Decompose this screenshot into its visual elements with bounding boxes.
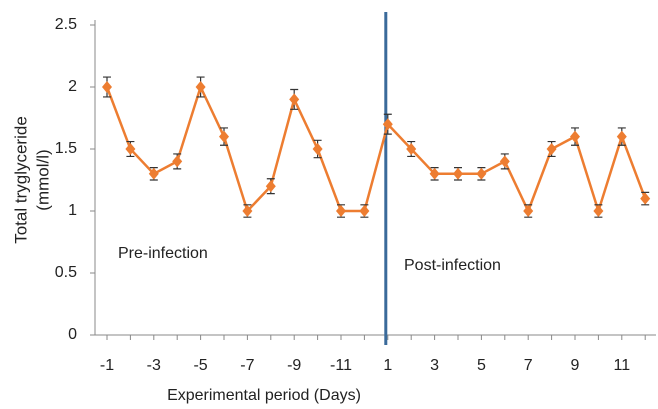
x-tick-label: -1 [100, 357, 114, 374]
x-tick-label: -11 [330, 357, 352, 374]
x-tick-label: -7 [240, 357, 254, 374]
y-tick-label: 2.5 [55, 16, 77, 33]
y-axis-label: (mmol/l) [33, 149, 52, 210]
marker [289, 93, 300, 106]
y-axis-label: Total tryglyceride [11, 116, 30, 244]
marker [265, 180, 276, 193]
x-tick-label: 7 [524, 357, 533, 374]
y-tick-label: 0.5 [55, 264, 77, 281]
y-tick-label: 1 [68, 202, 77, 219]
series-line [105, 83, 647, 216]
marker [640, 192, 651, 205]
x-tick-label: 11 [613, 357, 630, 374]
marker [312, 143, 323, 155]
marker [336, 205, 346, 217]
x-tick-label: 5 [477, 357, 486, 374]
marker [102, 81, 112, 93]
x-tick-label: 1 [383, 357, 392, 374]
y-tick-label: 2 [68, 78, 77, 95]
x-tick-label: 9 [571, 357, 580, 374]
marker [125, 143, 136, 155]
marker [406, 143, 417, 155]
marker [242, 205, 253, 217]
marker [523, 205, 534, 217]
annotation: Post-infection [404, 257, 501, 274]
y-tick-label: 0 [68, 326, 77, 343]
x-tick-label: -9 [287, 357, 301, 374]
marker [172, 155, 183, 168]
marker [429, 167, 440, 180]
marker [359, 205, 370, 217]
marker [453, 167, 463, 180]
marker [476, 167, 487, 180]
marker [546, 143, 557, 155]
marker [195, 81, 206, 93]
x-tick-label: 3 [430, 357, 439, 374]
marker [499, 155, 510, 168]
x-axis-label: Experimental period (Days) [167, 387, 361, 404]
marker [219, 130, 229, 143]
y-tick-label: 1.5 [55, 140, 77, 157]
x-tick-label: -5 [193, 357, 207, 374]
marker [382, 118, 393, 131]
marker [616, 130, 627, 143]
marker [148, 167, 159, 180]
x-tick-label: -3 [147, 357, 161, 374]
annotation: Pre-infection [118, 245, 208, 262]
marker [593, 205, 604, 217]
marker [570, 130, 580, 143]
